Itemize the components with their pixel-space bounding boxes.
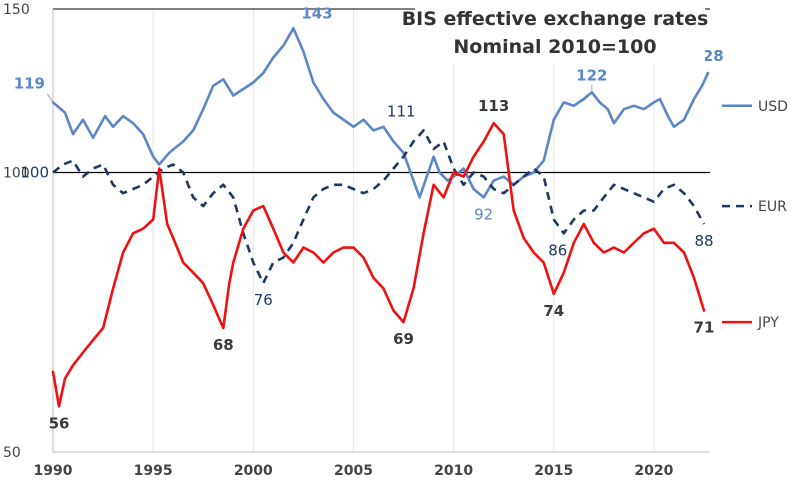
data-label-jpy: 74 (543, 302, 564, 320)
data-label-jpy: 56 (49, 414, 70, 432)
legend: USD EUR JPY (722, 99, 788, 331)
series-line-jpy (51, 121, 706, 408)
data-label-usd: 119 (14, 74, 45, 92)
data-label-eur: 100 (20, 163, 49, 181)
series-layer (51, 27, 710, 408)
data-label-usd: 92 (474, 205, 493, 223)
legend-label-usd: USD (758, 99, 788, 115)
y-tick-label: 50 (3, 445, 21, 461)
x-tick-label: 2005 (334, 463, 373, 479)
legend-label-eur: EUR (758, 199, 787, 215)
data-label-jpy: 71 (694, 319, 715, 337)
series-line-usd (51, 27, 710, 199)
y-tick-label: 100 (3, 165, 30, 181)
data-label-eur: 111 (387, 102, 416, 120)
x-tick-label: 2015 (534, 463, 573, 479)
legend-label-jpy: JPY (757, 315, 779, 331)
chart-title: BIS effective exchange rates Nominal 201… (402, 2, 709, 64)
grid-layer: 50 100 150 1990 1995 2000 2005 2010 2015 2020 (3, 2, 710, 479)
x-tick-label: 2010 (434, 463, 473, 479)
x-tick-label: 1995 (134, 463, 173, 479)
x-tick-label: 2000 (234, 463, 273, 479)
data-label-eur: 86 (548, 241, 567, 259)
chart-title-line: BIS effective exchange rates (402, 8, 709, 30)
data-label-eur: 88 (694, 232, 713, 250)
x-tick-label: 1990 (34, 463, 73, 479)
data-label-jpy: 69 (393, 330, 414, 348)
chart-subtitle: Nominal 2010=100 (453, 36, 656, 58)
data-label-usd: 143 (301, 4, 332, 22)
data-label-eur: 76 (254, 291, 273, 309)
data-label-jpy: 68 (213, 336, 234, 354)
annotation-leader (46, 93, 54, 103)
data-label-usd: 122 (576, 66, 607, 84)
series-line-eur (52, 129, 706, 285)
x-tick-label: 2020 (634, 463, 673, 479)
data-label-jpy: 113 (478, 97, 509, 115)
y-tick-label: 150 (3, 2, 30, 18)
